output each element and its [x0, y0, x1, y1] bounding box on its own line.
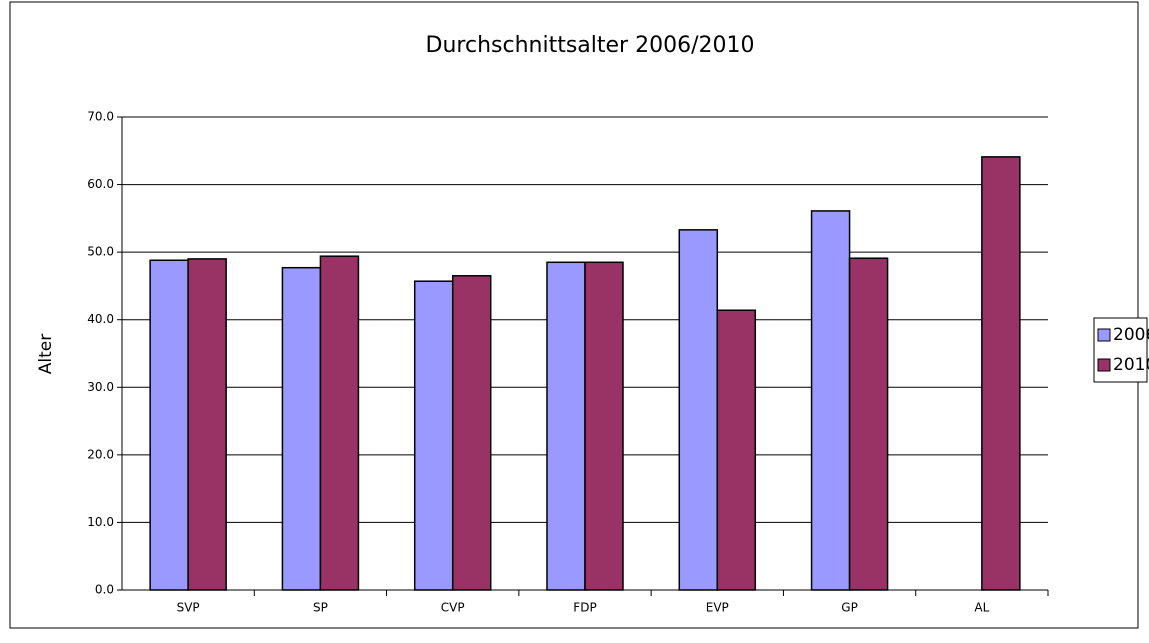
- bar: [451, 275, 492, 591]
- x-tick-label: SP: [313, 601, 328, 615]
- bar: [546, 261, 586, 591]
- y-tick-label: 30.0: [87, 380, 114, 394]
- y-axis-label: Alter: [36, 334, 56, 374]
- legend-label: 2006: [1113, 325, 1149, 345]
- y-tick-label: 70.0: [87, 110, 114, 124]
- bar: [281, 266, 322, 591]
- bar: [981, 156, 1021, 591]
- chart-title: Durchschnittsalter 2006/2010: [426, 33, 755, 58]
- x-tick-label: SVP: [177, 601, 200, 615]
- x-tick-label: CVP: [441, 601, 465, 615]
- legend-swatch: [1097, 328, 1111, 342]
- x-tick-label: GP: [841, 601, 858, 615]
- bar: [319, 255, 360, 591]
- y-tick-label: 60.0: [87, 177, 114, 191]
- bar: [187, 258, 227, 591]
- y-tick-label: 20.0: [87, 447, 114, 461]
- x-tick-label: EVP: [706, 601, 729, 615]
- bar: [848, 257, 889, 591]
- x-tick-label: FDP: [573, 601, 596, 615]
- bar: [149, 259, 189, 591]
- bar: [716, 309, 757, 591]
- y-tick-label: 0.0: [95, 583, 114, 597]
- bar: [678, 229, 719, 591]
- legend-label: 2010: [1113, 355, 1149, 375]
- y-tick-label: 40.0: [87, 312, 114, 326]
- bar: [584, 261, 624, 591]
- y-tick-label: 50.0: [87, 245, 114, 259]
- bar: [413, 280, 454, 591]
- y-tick-label: 10.0: [87, 515, 114, 529]
- legend-swatch: [1097, 358, 1111, 372]
- x-tick-label: AL: [974, 601, 989, 615]
- bar: [810, 210, 851, 591]
